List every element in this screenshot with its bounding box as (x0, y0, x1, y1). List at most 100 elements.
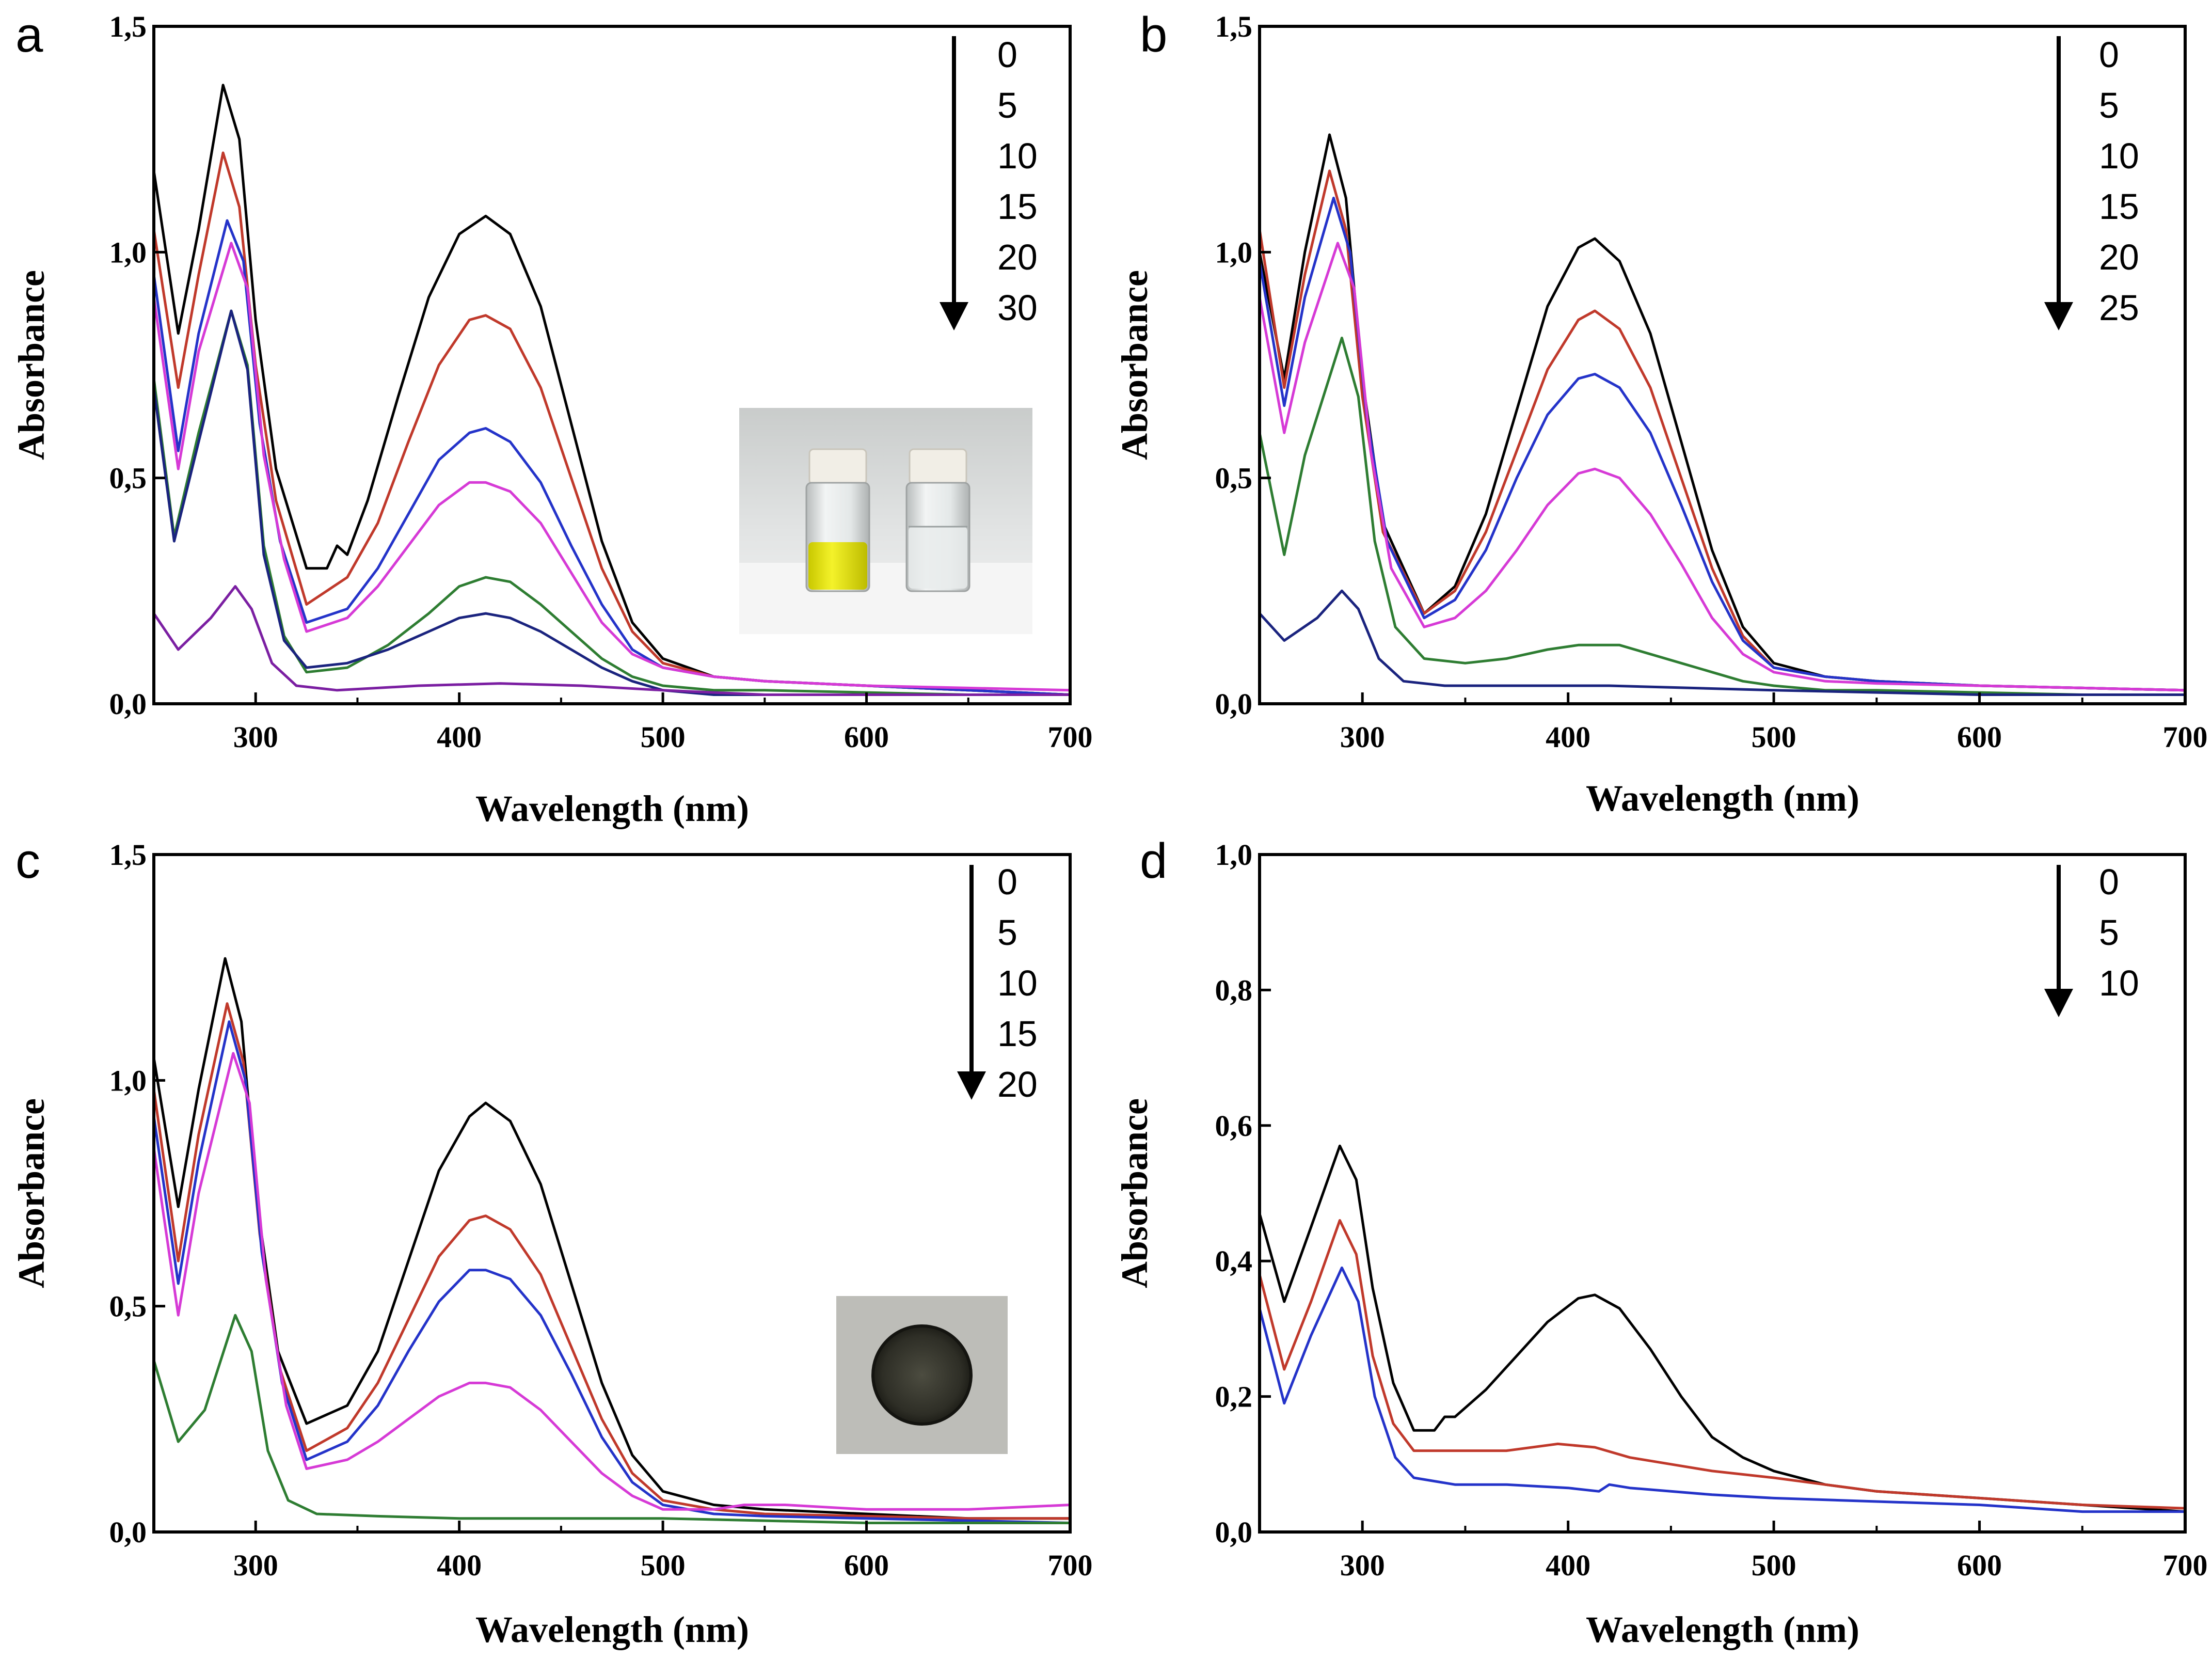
x-axis-title-b: Wavelength (nm) (1586, 778, 1859, 819)
x-tick-label-c-3: 600 (844, 1549, 889, 1582)
series-line-c-4 (152, 1314, 1070, 1524)
x-tick-label-d-0: 300 (1340, 1549, 1385, 1582)
legend-entry-a-3: 15 (997, 186, 1038, 227)
y-tick-label-a-0: 0,0 (109, 687, 147, 721)
legend-entry-c-4: 20 (997, 1064, 1038, 1104)
plot-frame-b (1258, 25, 2187, 705)
legend-entry-a-2: 10 (997, 136, 1038, 176)
inset-photo-disc (836, 1296, 1008, 1454)
series-line-a-6 (152, 585, 1070, 696)
x-axis-title-a: Wavelength (nm) (475, 788, 749, 829)
y-tick-label-d-4: 0,8 (1215, 973, 1253, 1007)
y-tick-label-c-2: 1,0 (109, 1064, 147, 1097)
y-tick-label-d-0: 0,0 (1215, 1515, 1253, 1549)
series-line-a-5 (152, 309, 1070, 696)
axis-ticks-b: 300 400 500 600 700 0,0 0,5 1,0 1,5 (1215, 10, 2208, 754)
axis-ticks-d: 300 400 500 600 700 0,0 0,2 0,4 0,6 0,8 1,0 (1215, 838, 2208, 1582)
x-tick-label-b-4: 700 (2163, 720, 2208, 754)
vial-yellow (805, 448, 870, 592)
legend-entry-c-0: 0 (997, 862, 1017, 902)
legend-entry-a-1: 5 (997, 85, 1017, 125)
plot-frame-c (152, 853, 1072, 1534)
series-line-d-2 (1258, 1266, 2185, 1513)
plot-frame-a (152, 25, 1072, 705)
x-tick-label-b-1: 400 (1546, 720, 1590, 754)
panel-letter-a: a (15, 7, 43, 62)
y-tick-label-a-2: 1,0 (109, 235, 147, 269)
x-tick-label-a-3: 600 (844, 720, 889, 754)
series-line-d-0 (1258, 1144, 2186, 1513)
legend-entry-b-4: 20 (2099, 237, 2139, 277)
axis-ticks-c: 300 400 500 600 700 0,0 0,5 1,0 1,5 (109, 838, 1093, 1582)
y-tick-label-b-1: 0,5 (1215, 462, 1253, 495)
series-line-c-3 (152, 1052, 1071, 1511)
y-axis-title-c: Absorbance (11, 1098, 52, 1288)
y-axis-title-b: Absorbance (1114, 270, 1155, 460)
legend-entry-c-1: 5 (997, 912, 1017, 953)
y-tick-label-b-2: 1,0 (1215, 235, 1253, 269)
legend-entry-a-4: 20 (997, 237, 1038, 277)
legend-entry-b-5: 25 (2099, 288, 2139, 328)
y-tick-label-b-0: 0,0 (1215, 687, 1253, 721)
legend-b: 0 5 10 15 20 25 (2044, 35, 2139, 330)
legend-entry-d-1: 5 (2099, 912, 2119, 953)
x-axis-title-c: Wavelength (nm) (475, 1609, 749, 1650)
x-tick-label-a-2: 500 (641, 720, 686, 754)
y-tick-label-b-3: 1,5 (1215, 10, 1253, 43)
plot-frame-d (1258, 853, 2187, 1534)
y-tick-label-c-1: 0,5 (109, 1290, 147, 1323)
x-tick-label-a-0: 300 (233, 720, 278, 754)
legend-arrow-head-b (2044, 302, 2073, 330)
plot-area-b (1258, 133, 2186, 696)
panel-letter-d: d (1140, 833, 1167, 889)
y-axis-title-d: Absorbance (1114, 1098, 1155, 1288)
legend-c: 0 5 10 15 20 (957, 862, 1038, 1104)
x-tick-label-d-4: 700 (2163, 1549, 2208, 1582)
x-tick-label-b-0: 300 (1340, 720, 1385, 754)
x-tick-label-d-1: 400 (1546, 1549, 1590, 1582)
legend-entry-a-5: 30 (997, 288, 1038, 328)
series-line-c-0 (152, 957, 1070, 1520)
legend-entry-b-3: 15 (2099, 186, 2139, 227)
plot-area-a (152, 84, 1071, 696)
series-line-b-2 (1258, 196, 2186, 692)
series-line-b-4 (1258, 337, 2185, 696)
legend-a: 0 5 10 15 20 30 (940, 35, 1038, 330)
legend-arrow-head-a (940, 302, 968, 330)
plot-area-d (1258, 1144, 2186, 1513)
y-tick-label-d-3: 0,6 (1215, 1109, 1253, 1143)
legend-arrow-head-d (2044, 989, 2073, 1017)
panel-b: b 300 400 500 600 700 0,0 0,5 1,0 1,5 Wavelength… (1114, 7, 2208, 819)
series-line-b-5 (1259, 589, 2185, 696)
inset-photo-vials (739, 408, 1032, 634)
legend-entry-d-2: 10 (2099, 963, 2139, 1003)
x-tick-label-b-2: 500 (1752, 720, 1796, 754)
y-tick-label-d-5: 1,0 (1215, 838, 1253, 872)
y-tick-label-c-3: 1,5 (109, 838, 147, 872)
legend-entry-c-2: 10 (997, 963, 1038, 1003)
x-tick-label-a-4: 700 (1048, 720, 1093, 754)
legend-entry-b-1: 5 (2099, 85, 2119, 125)
x-tick-label-d-2: 500 (1752, 1549, 1796, 1582)
legend-entry-c-3: 15 (997, 1014, 1038, 1054)
y-tick-label-a-3: 1,5 (109, 10, 147, 43)
series-line-b-3 (1258, 242, 2186, 692)
legend-entry-b-2: 10 (2099, 136, 2139, 176)
x-tick-label-b-3: 600 (1957, 720, 2002, 754)
legend-arrow-head-c (957, 1071, 986, 1100)
vial-clear (905, 448, 970, 592)
y-tick-label-a-1: 0,5 (109, 462, 147, 495)
series-line-a-0 (152, 84, 1071, 696)
y-tick-label-d-2: 0,4 (1215, 1244, 1253, 1278)
legend-entry-d-0: 0 (2099, 862, 2119, 902)
x-tick-label-c-2: 500 (641, 1549, 686, 1582)
x-tick-label-d-3: 600 (1957, 1549, 2002, 1582)
x-axis-title-d: Wavelength (nm) (1586, 1609, 1859, 1650)
y-tick-label-d-1: 0,2 (1215, 1380, 1253, 1414)
series-line-a-3 (152, 242, 1071, 692)
panel-letter-b: b (1140, 7, 1167, 62)
legend-entry-b-0: 0 (2099, 35, 2119, 75)
series-line-b-0 (1258, 133, 2186, 692)
